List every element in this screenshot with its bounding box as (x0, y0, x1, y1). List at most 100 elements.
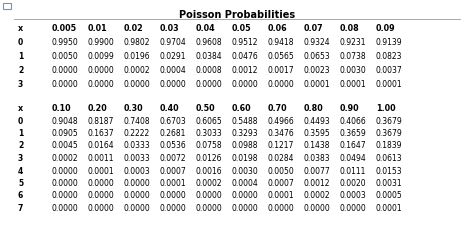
Text: 0.02: 0.02 (124, 24, 144, 33)
Text: 0.30: 0.30 (124, 104, 144, 113)
Text: 0: 0 (18, 117, 23, 125)
Text: 0.0000: 0.0000 (88, 179, 115, 188)
Text: 0.90: 0.90 (340, 104, 360, 113)
Text: 0.0072: 0.0072 (160, 154, 187, 163)
Text: 0.4066: 0.4066 (340, 117, 367, 125)
Text: 0.0333: 0.0333 (124, 142, 151, 151)
Text: 0.0000: 0.0000 (268, 204, 295, 213)
Text: 0.0003: 0.0003 (340, 191, 367, 200)
Text: 0.0011: 0.0011 (88, 154, 115, 163)
Text: 0.1438: 0.1438 (304, 142, 330, 151)
Text: 0.005: 0.005 (52, 24, 77, 33)
Text: 0.0000: 0.0000 (124, 80, 151, 89)
Text: 0.0001: 0.0001 (376, 80, 402, 89)
Text: 0.09: 0.09 (376, 24, 396, 33)
Text: 0.0738: 0.0738 (340, 52, 366, 61)
Text: 0.0000: 0.0000 (88, 204, 115, 213)
Text: 0.9231: 0.9231 (340, 38, 366, 47)
Text: 0.0000: 0.0000 (52, 166, 79, 176)
Text: 0.1637: 0.1637 (88, 129, 115, 138)
Text: 0.9048: 0.9048 (52, 117, 79, 125)
Text: 0.4966: 0.4966 (268, 117, 295, 125)
Text: 0.0004: 0.0004 (160, 66, 187, 75)
Text: 0.0037: 0.0037 (376, 66, 403, 75)
Text: 0.0000: 0.0000 (52, 80, 79, 89)
Text: 0.50: 0.50 (196, 104, 216, 113)
Text: 0.0002: 0.0002 (196, 179, 223, 188)
Text: 0.3679: 0.3679 (376, 117, 403, 125)
Text: 0.0000: 0.0000 (340, 204, 367, 213)
Text: 0.9704: 0.9704 (160, 38, 187, 47)
Text: 0.0012: 0.0012 (304, 179, 330, 188)
Text: 2: 2 (18, 142, 23, 151)
Text: 0.0001: 0.0001 (268, 191, 295, 200)
Text: 0.0001: 0.0001 (340, 80, 366, 89)
Text: 4: 4 (18, 166, 23, 176)
Text: 7: 7 (18, 204, 23, 213)
Text: 0.0002: 0.0002 (304, 191, 331, 200)
Text: 0.3595: 0.3595 (304, 129, 331, 138)
Text: 0.0000: 0.0000 (196, 204, 223, 213)
Text: 0.0653: 0.0653 (304, 52, 331, 61)
Text: 0.0476: 0.0476 (232, 52, 259, 61)
Text: 0.0001: 0.0001 (376, 204, 402, 213)
Text: 0.0001: 0.0001 (304, 80, 331, 89)
Text: 0.9950: 0.9950 (52, 38, 79, 47)
Text: 0.0030: 0.0030 (340, 66, 367, 75)
Text: 0.0565: 0.0565 (268, 52, 295, 61)
Text: 0.0030: 0.0030 (232, 166, 259, 176)
Text: 0.0613: 0.0613 (376, 154, 402, 163)
Text: 0.8187: 0.8187 (88, 117, 114, 125)
Text: 1.00: 1.00 (376, 104, 396, 113)
Text: 0.0000: 0.0000 (88, 80, 115, 89)
Text: 0.0005: 0.0005 (376, 191, 403, 200)
Text: 0.0000: 0.0000 (124, 204, 151, 213)
Text: 0.0823: 0.0823 (376, 52, 402, 61)
FancyBboxPatch shape (3, 3, 11, 9)
Text: 0.0153: 0.0153 (376, 166, 402, 176)
Text: 0.0000: 0.0000 (52, 191, 79, 200)
Text: 2: 2 (18, 66, 23, 75)
Text: 5: 5 (18, 179, 23, 188)
Text: 0.0291: 0.0291 (160, 52, 186, 61)
Text: 0.0000: 0.0000 (160, 204, 187, 213)
Text: 6: 6 (18, 191, 23, 200)
Text: 1: 1 (18, 52, 23, 61)
Text: 0.0001: 0.0001 (160, 179, 187, 188)
Text: 0.10: 0.10 (52, 104, 72, 113)
Text: 0.0000: 0.0000 (52, 179, 79, 188)
Text: 0.80: 0.80 (304, 104, 324, 113)
Text: 0.9512: 0.9512 (232, 38, 258, 47)
Text: 0.0016: 0.0016 (196, 166, 223, 176)
Text: 0.9608: 0.9608 (196, 38, 223, 47)
Text: 0.20: 0.20 (88, 104, 108, 113)
Text: 0.9900: 0.9900 (88, 38, 115, 47)
Text: 0.0000: 0.0000 (88, 191, 115, 200)
Text: 0.0000: 0.0000 (160, 191, 187, 200)
Text: 0.3679: 0.3679 (376, 129, 403, 138)
Text: 0.0111: 0.0111 (340, 166, 366, 176)
Text: x: x (18, 104, 23, 113)
Text: 0.3293: 0.3293 (232, 129, 259, 138)
Text: 0.0017: 0.0017 (268, 66, 295, 75)
Text: 0.0002: 0.0002 (124, 66, 151, 75)
Text: 0.0000: 0.0000 (124, 179, 151, 188)
Text: 0.0164: 0.0164 (88, 142, 115, 151)
Text: 0.0004: 0.0004 (232, 179, 259, 188)
Text: 0.5488: 0.5488 (232, 117, 258, 125)
Text: 0.0000: 0.0000 (196, 80, 223, 89)
Text: 0.0000: 0.0000 (52, 204, 79, 213)
Text: 0.0000: 0.0000 (160, 80, 187, 89)
Text: 3: 3 (18, 154, 23, 163)
Text: 0.0001: 0.0001 (88, 166, 115, 176)
Text: 0.9324: 0.9324 (304, 38, 331, 47)
Text: 0.3033: 0.3033 (196, 129, 223, 138)
Text: 0.0002: 0.0002 (52, 154, 79, 163)
Text: 0.0284: 0.0284 (268, 154, 294, 163)
Text: 0.0031: 0.0031 (376, 179, 402, 188)
Text: 0.0000: 0.0000 (52, 66, 79, 75)
Text: 0.0126: 0.0126 (196, 154, 222, 163)
Text: 0.07: 0.07 (304, 24, 324, 33)
Text: 0.70: 0.70 (268, 104, 288, 113)
Text: 1: 1 (18, 129, 23, 138)
